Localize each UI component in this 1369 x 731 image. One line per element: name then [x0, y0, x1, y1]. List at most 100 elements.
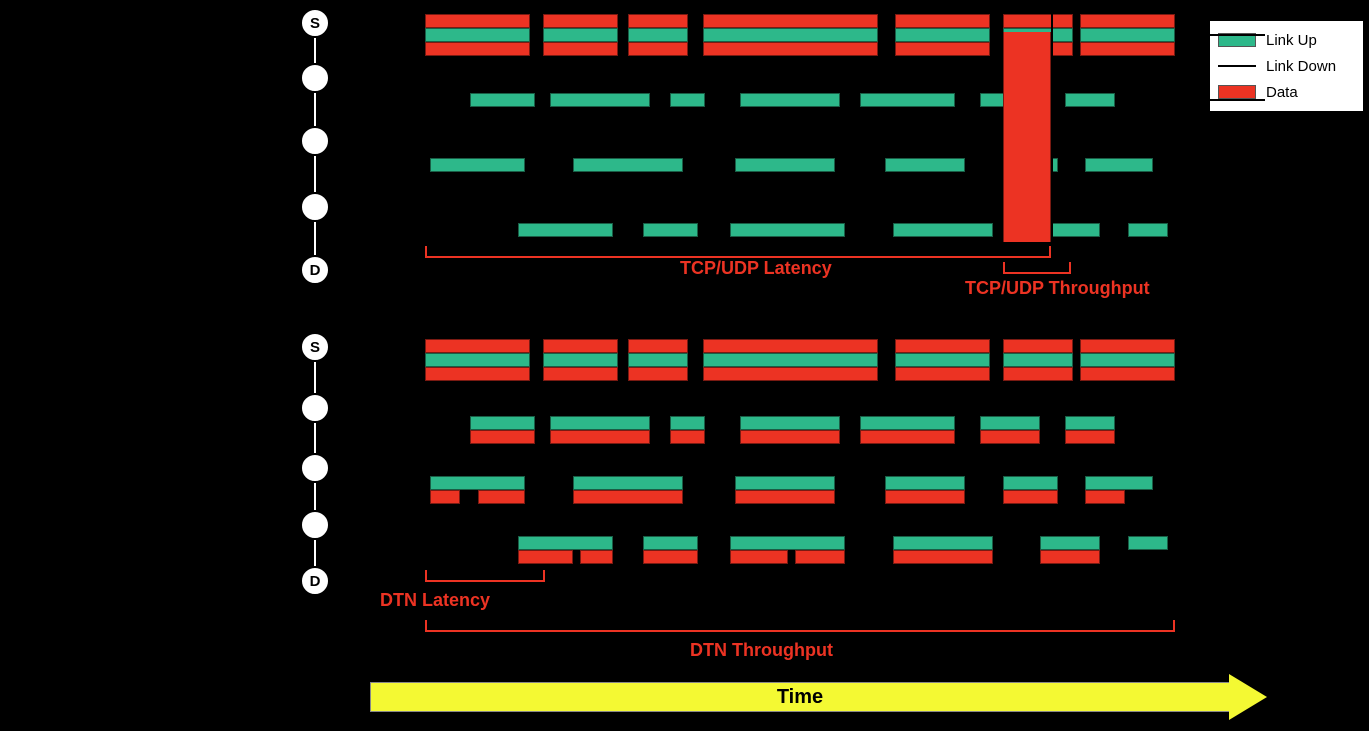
linkup-segment — [703, 353, 878, 367]
linkup-segment — [735, 476, 835, 490]
node-connector — [314, 38, 316, 63]
linkup-segment — [670, 93, 705, 107]
data-segment — [1085, 490, 1125, 504]
linkup-segment — [1080, 28, 1175, 42]
tracks-area: TCP/UDP LatencyTCP/UDP ThroughputDTN Lat… — [340, 0, 1210, 600]
data-segment — [425, 14, 530, 28]
linkup-segment — [703, 28, 878, 42]
node-connector — [314, 540, 316, 566]
data-segment — [573, 490, 683, 504]
node-connector — [314, 93, 316, 126]
linkup-segment — [1003, 476, 1058, 490]
node: D — [300, 566, 330, 596]
metric-label: DTN Throughput — [690, 640, 833, 661]
node-connector — [314, 483, 316, 510]
data-segment — [980, 430, 1040, 444]
data-segment — [543, 42, 618, 56]
node: D — [300, 255, 330, 285]
data-segment — [1080, 14, 1175, 28]
data-segment — [643, 550, 698, 564]
data-segment — [518, 550, 573, 564]
timeline-row — [340, 85, 1210, 115]
data-segment — [1003, 490, 1058, 504]
bracket — [425, 580, 545, 582]
timeline-row — [340, 20, 1210, 50]
data-segment — [895, 42, 990, 56]
legend-label-linkdown: Link Down — [1266, 58, 1336, 75]
node — [300, 63, 330, 93]
linkup-segment — [543, 353, 618, 367]
data-segment — [580, 550, 613, 564]
data-segment — [1003, 367, 1073, 381]
data-segment — [425, 339, 530, 353]
linkup-segment — [885, 158, 965, 172]
node — [300, 393, 330, 423]
data-segment — [628, 339, 688, 353]
linkup-segment — [893, 223, 993, 237]
linkup-segment — [1080, 353, 1175, 367]
node — [300, 126, 330, 156]
data-segment — [425, 42, 530, 56]
arrow-head — [1229, 674, 1267, 720]
data-segment — [740, 430, 840, 444]
legend-link-down: Link Down — [1218, 53, 1355, 79]
linkup-segment — [730, 223, 845, 237]
data-segment — [885, 490, 965, 504]
legend-swatch-data — [1218, 85, 1256, 99]
linkup-segment — [470, 93, 535, 107]
legend-label-linkup: Link Up — [1266, 32, 1317, 49]
time-arrow: Time — [370, 678, 1270, 716]
data-segment — [1080, 339, 1175, 353]
node-connector — [314, 222, 316, 255]
timeline-row — [340, 345, 1210, 375]
data-segment — [703, 42, 878, 56]
data-segment — [628, 42, 688, 56]
linkup-segment — [1128, 223, 1168, 237]
data-segment — [550, 430, 650, 444]
data-segment — [895, 14, 990, 28]
linkup-segment — [730, 536, 845, 550]
linkup-segment — [425, 353, 530, 367]
bracket — [425, 630, 1175, 632]
linkup-segment — [628, 28, 688, 42]
data-segment — [730, 550, 788, 564]
timeline-row — [340, 468, 1210, 498]
legend-label-data: Data — [1266, 84, 1298, 101]
linkup-segment — [670, 416, 705, 430]
linkup-segment — [518, 223, 613, 237]
linkup-segment — [860, 416, 955, 430]
data-segment — [478, 490, 525, 504]
linkup-segment — [860, 93, 955, 107]
timeline-row — [340, 150, 1210, 180]
linkup-segment — [893, 536, 993, 550]
node-connector — [314, 362, 316, 393]
data-segment — [1040, 550, 1100, 564]
node: S — [300, 8, 330, 38]
linkup-segment — [550, 416, 650, 430]
linkup-segment — [1065, 416, 1115, 430]
legend-data: Data — [1218, 79, 1355, 105]
linkup-segment — [740, 93, 840, 107]
timeline-row — [340, 408, 1210, 438]
timeline-row — [340, 528, 1210, 558]
linkup-segment — [980, 416, 1040, 430]
node: S — [300, 332, 330, 362]
data-segment — [1080, 42, 1175, 56]
data-segment — [670, 430, 705, 444]
linkup-segment — [1128, 536, 1168, 550]
linkup-segment — [1040, 536, 1100, 550]
data-segment — [703, 339, 878, 353]
data-segment — [628, 367, 688, 381]
data-segment — [1003, 339, 1073, 353]
data-segment — [1080, 367, 1175, 381]
data-segment — [430, 490, 460, 504]
legend-link-up: Link Up — [1218, 27, 1355, 53]
data-segment — [860, 430, 955, 444]
metric-label: TCP/UDP Latency — [680, 258, 832, 279]
data-segment — [1003, 14, 1073, 28]
legend-swatch-linkdown — [1218, 65, 1256, 67]
node-connector — [314, 156, 316, 192]
data-segment — [1065, 430, 1115, 444]
data-segment — [735, 490, 835, 504]
data-segment — [703, 14, 878, 28]
